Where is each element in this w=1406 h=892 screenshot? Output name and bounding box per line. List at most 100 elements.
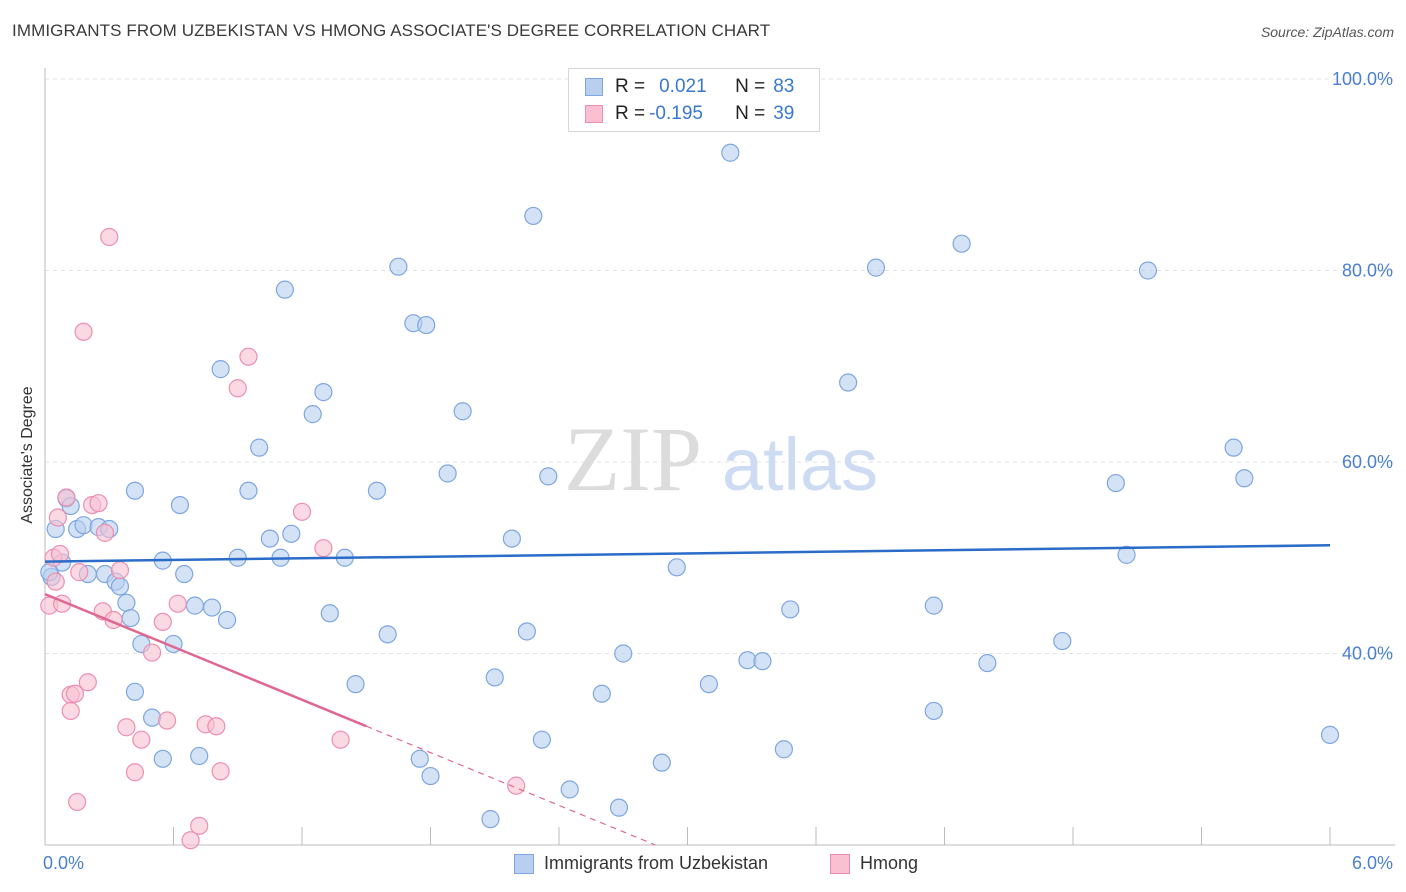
data-point-uzbekistan	[753, 652, 772, 671]
data-point-uzbekistan	[699, 675, 719, 694]
data-point-uzbekistan	[74, 516, 93, 535]
data-point-uzbekistan	[721, 143, 740, 162]
data-point-uzbekistan	[211, 360, 230, 379]
data-point-hmong	[95, 523, 115, 542]
data-point-hmong	[78, 673, 97, 692]
data-point-uzbekistan	[175, 564, 194, 584]
data-point-uzbekistan	[609, 798, 629, 817]
legend-item-uzbekistan: Immigrants from Uzbekistan	[514, 853, 768, 874]
legend-n-value: 39	[773, 103, 795, 124]
data-point-uzbekistan	[481, 810, 500, 829]
data-point-uzbekistan	[320, 604, 339, 623]
y-tick-label: 40.0%	[1342, 644, 1393, 664]
legend-label-hmong: Hmong	[860, 853, 919, 873]
data-point-uzbekistan	[781, 600, 800, 619]
data-point-uzbekistan	[524, 206, 543, 226]
data-point-uzbekistan	[110, 577, 130, 596]
data-point-hmong	[157, 711, 177, 730]
data-point-hmong	[74, 322, 93, 341]
data-point-uzbekistan	[485, 668, 504, 687]
data-point-hmong	[239, 347, 258, 366]
data-point-uzbekistan	[217, 610, 237, 630]
data-point-uzbekistan	[560, 780, 579, 799]
data-point-uzbekistan	[303, 405, 322, 424]
legend-row-hmong: R = -0.195 N = 39	[585, 102, 794, 126]
data-point-uzbekistan	[652, 753, 671, 772]
trend-line-hmong-extension	[366, 725, 656, 846]
data-point-uzbekistan	[453, 402, 472, 421]
data-point-uzbekistan	[952, 234, 971, 253]
data-point-uzbekistan	[1235, 469, 1254, 488]
data-point-hmong	[207, 717, 226, 736]
legend-item-hmong: Hmong	[830, 853, 918, 874]
legend-n-label: N =	[735, 103, 766, 124]
data-point-uzbekistan	[1106, 473, 1125, 493]
data-point-hmong	[168, 594, 187, 613]
data-point-hmong	[57, 488, 76, 507]
correlation-legend: R = 0.021 N = 83 R = -0.195 N = 39	[568, 68, 820, 132]
data-point-hmong	[48, 508, 67, 527]
data-point-uzbekistan	[517, 622, 536, 641]
data-point-uzbekistan	[250, 438, 269, 457]
data-point-uzbekistan	[774, 740, 793, 759]
data-point-hmong	[211, 762, 230, 781]
source-credit: Source: ZipAtlas.com	[1260, 24, 1394, 40]
data-point-uzbekistan	[1117, 545, 1136, 564]
data-point-hmong	[110, 561, 130, 580]
trend-line-uzbekistan	[44, 544, 1331, 563]
data-point-hmong	[228, 379, 247, 398]
legend-label-uzbekistan: Immigrants from Uzbekistan	[544, 853, 769, 873]
data-point-hmong	[100, 227, 119, 247]
data-point-uzbekistan	[866, 258, 886, 277]
data-point-uzbekistan	[502, 529, 521, 548]
legend-swatch-blue	[585, 78, 603, 96]
data-point-uzbekistan	[438, 464, 457, 483]
legend-swatch-pink	[585, 105, 603, 123]
trend-line-hmong	[44, 592, 367, 728]
x-tick-label: 6.0%	[1352, 853, 1393, 873]
data-point-uzbekistan	[539, 467, 558, 486]
legend-r-label: R =	[615, 103, 646, 124]
data-point-uzbekistan	[532, 730, 551, 749]
watermark-zip: ZIP	[564, 408, 702, 510]
data-point-hmong	[65, 684, 85, 703]
data-point-uzbekistan	[1224, 438, 1243, 457]
data-point-uzbekistan	[378, 625, 397, 644]
data-point-hmong	[125, 763, 145, 782]
data-point-uzbekistan	[924, 596, 943, 615]
legend-swatch-pink	[830, 853, 850, 874]
data-point-uzbekistan	[614, 644, 633, 663]
data-point-hmong	[61, 701, 80, 721]
series-hmong-points	[40, 227, 526, 850]
data-point-hmong	[153, 612, 172, 632]
data-point-uzbekistan	[153, 749, 172, 768]
watermark-atlas: atlas	[722, 423, 878, 506]
data-point-hmong	[142, 643, 162, 662]
data-point-uzbekistan	[239, 481, 258, 500]
trend-lines	[44, 544, 1331, 846]
data-point-hmong	[89, 494, 108, 513]
watermark: ZIP atlas	[564, 408, 878, 510]
data-point-uzbekistan	[228, 548, 247, 567]
data-point-hmong	[70, 563, 89, 582]
data-point-uzbekistan	[389, 257, 408, 276]
data-point-uzbekistan	[117, 593, 136, 612]
data-point-uzbekistan	[1138, 261, 1158, 280]
data-point-uzbekistan	[275, 280, 294, 299]
data-point-hmong	[68, 792, 87, 812]
data-point-uzbekistan	[924, 701, 943, 721]
data-point-uzbekistan	[282, 524, 301, 543]
legend-r-value: 0.021	[659, 76, 707, 97]
data-point-uzbekistan	[202, 598, 222, 617]
legend-r-value: -0.195	[649, 103, 703, 124]
data-point-hmong	[181, 831, 200, 850]
data-point-uzbekistan	[170, 495, 190, 515]
data-point-hmong	[50, 544, 70, 564]
data-point-hmong	[292, 502, 312, 521]
data-point-hmong	[117, 718, 136, 737]
axes	[44, 68, 1395, 846]
legend-n-value: 83	[773, 76, 795, 97]
data-point-uzbekistan	[346, 675, 365, 694]
legend-swatch-blue	[514, 853, 534, 874]
